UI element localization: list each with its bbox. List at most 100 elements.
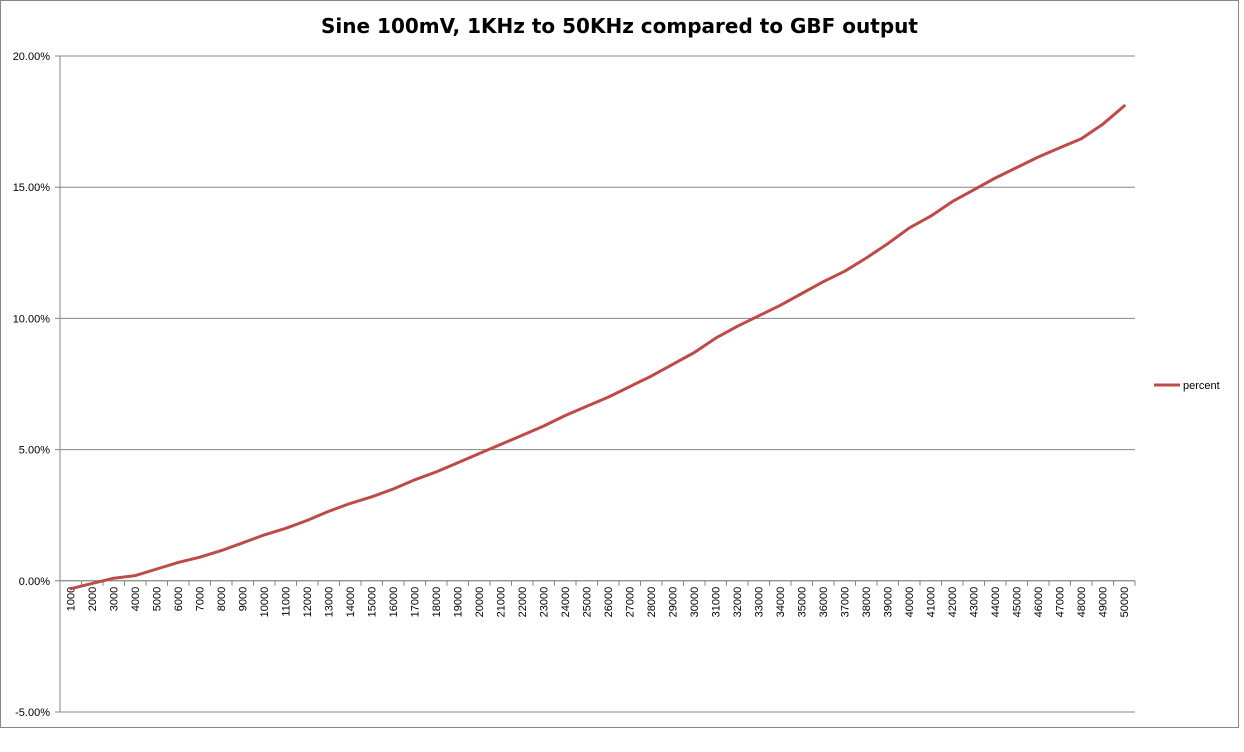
x-tick-label: 12000: [302, 587, 314, 618]
x-tick-label: 5000: [152, 587, 164, 611]
data-point: [220, 549, 223, 552]
data-point: [241, 541, 244, 544]
series-line-percent: [69, 104, 1126, 591]
data-point: [1058, 146, 1061, 150]
x-tick-label: 40000: [904, 587, 916, 618]
data-point: [155, 567, 158, 571]
data-point: [822, 280, 825, 283]
data-point: [714, 336, 717, 340]
data-point: [435, 470, 438, 474]
data-point: [521, 433, 524, 437]
data-point: [306, 519, 309, 522]
data-point: [263, 533, 266, 537]
x-tick-label: 44000: [990, 587, 1002, 618]
x-tick-label: 45000: [1012, 587, 1024, 618]
x-tick-label: 31000: [711, 587, 723, 618]
y-tick-label: 20.00%: [13, 51, 51, 63]
x-tick-label: 4000: [130, 587, 142, 611]
data-point: [542, 424, 545, 428]
y-tick-labels: -5.00% 0.00% 5.00% 10.00% 15.00% 20.00%: [13, 51, 51, 719]
x-tick-label: 9000: [238, 587, 250, 611]
x-tick-label: 17000: [410, 587, 422, 618]
x-tick-label: 24000: [560, 587, 572, 618]
x-tick-label: 6000: [173, 587, 185, 611]
data-point: [843, 269, 846, 273]
y-tick-label: 10.00%: [13, 313, 51, 325]
data-point: [1037, 155, 1040, 159]
data-point: [456, 461, 459, 464]
x-tick-label: 10000: [259, 587, 271, 618]
x-tick-label: 8000: [216, 587, 228, 611]
y-tick-label: 5.00%: [19, 445, 50, 457]
x-tick-label: 43000: [969, 587, 981, 618]
x-tick-label: 39000: [883, 587, 895, 618]
x-tick-labels: 1000 2000 3000 4000 5000 6000 7000 8000 9000 1000…: [66, 587, 1132, 618]
x-tick-label: 1000: [66, 587, 78, 611]
data-point: [994, 176, 997, 180]
x-tick-label: 37000: [840, 587, 852, 618]
data-point: [585, 405, 588, 408]
data-point: [91, 582, 94, 585]
x-tick-label: 18000: [431, 587, 443, 618]
x-tick-label: 16000: [388, 587, 400, 618]
data-point: [327, 510, 330, 513]
chart-frame: [0, 0, 1239, 728]
data-point: [69, 587, 72, 590]
x-tick-label: 38000: [861, 587, 873, 618]
data-point: [693, 351, 696, 354]
data-point: [1015, 166, 1018, 169]
data-point: [564, 414, 567, 417]
legend-label: percent: [1183, 380, 1220, 392]
x-tick-label: 19000: [453, 587, 465, 618]
x-tick-label: 34000: [775, 587, 787, 618]
data-point: [908, 226, 911, 230]
x-tick-label: 46000: [1033, 587, 1045, 618]
data-point: [929, 214, 932, 218]
data-point: [413, 478, 416, 481]
data-point: [478, 452, 481, 455]
series-lines: [69, 104, 1126, 591]
data-point: [779, 304, 782, 307]
x-tick-label: 14000: [345, 587, 357, 618]
data-point: [1080, 137, 1083, 140]
data-point: [1101, 123, 1104, 126]
x-tick-label: 35000: [797, 587, 809, 618]
x-tick-label: 25000: [582, 587, 594, 618]
x-tick-label: 41000: [926, 587, 938, 618]
data-point: [177, 561, 180, 564]
x-tick-label: 21000: [496, 587, 508, 618]
data-point: [392, 487, 395, 491]
x-tick-label: 13000: [324, 587, 336, 618]
data-point: [284, 527, 287, 530]
x-tick-label: 49000: [1098, 587, 1110, 618]
data-point: [951, 200, 954, 203]
data-point: [886, 242, 889, 245]
data-point: [112, 576, 115, 580]
x-tick-label: 2000: [87, 587, 99, 611]
y-tick-label: -5.00%: [15, 707, 50, 719]
x-tick-label: 29000: [668, 587, 680, 618]
data-point: [628, 385, 631, 388]
x-tick-label: 47000: [1055, 587, 1067, 618]
legend: percent: [1154, 380, 1220, 392]
data-point: [650, 374, 653, 378]
y-tick-label: 0.00%: [19, 576, 50, 588]
data-point: [607, 395, 610, 399]
x-tick-label: 11000: [281, 587, 293, 617]
x-tick-label: 50000: [1119, 587, 1131, 618]
x-tick-label: 26000: [603, 587, 615, 618]
x-tick-label: 28000: [646, 587, 658, 618]
data-point: [370, 495, 373, 499]
data-point: [736, 325, 739, 328]
data-point: [499, 443, 502, 446]
x-tick-label: 3000: [109, 587, 121, 611]
data-point: [972, 188, 975, 192]
x-tick-label: 7000: [195, 587, 207, 611]
gridlines: [60, 55, 1135, 582]
x-tick-label: 48000: [1076, 587, 1088, 618]
x-tick-label: 22000: [517, 587, 529, 618]
x-tick-label: 33000: [754, 587, 766, 618]
chart-title: Sine 100mV, 1KHz to 50KHz compared to GB…: [321, 14, 918, 38]
data-point: [865, 256, 868, 260]
